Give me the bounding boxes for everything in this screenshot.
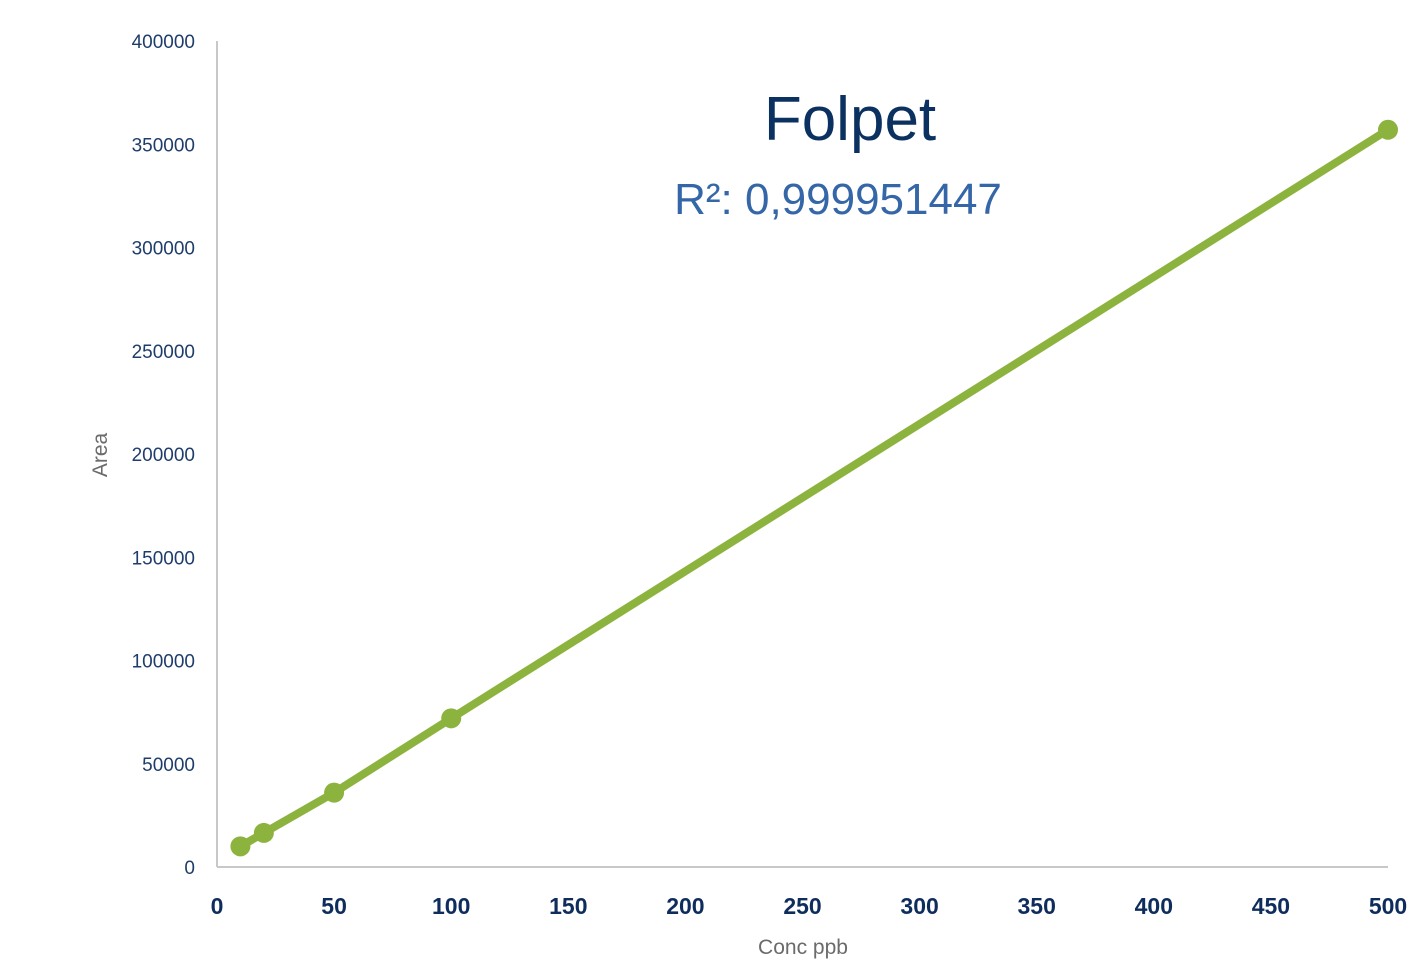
y-tick-label: 250000 xyxy=(132,342,195,363)
data-point xyxy=(324,782,345,803)
x-tick-label: 100 xyxy=(432,893,470,919)
y-tick-label: 200000 xyxy=(132,445,195,466)
data-point xyxy=(441,708,462,729)
chart-title: Folpet xyxy=(764,85,936,154)
x-tick-label: 450 xyxy=(1252,893,1290,919)
y-axis-title: Area xyxy=(89,433,112,478)
data-point xyxy=(1378,119,1398,140)
y-tick-label: 0 xyxy=(184,858,195,879)
y-tick-label: 150000 xyxy=(132,548,195,569)
x-tick-label: 50 xyxy=(321,893,347,919)
x-tick-label: 0 xyxy=(211,893,224,919)
x-tick-label: 200 xyxy=(666,893,704,919)
y-tick-label: 300000 xyxy=(132,239,195,260)
x-tick-label: 350 xyxy=(1018,893,1056,919)
series xyxy=(230,119,1398,857)
series-group xyxy=(230,119,1398,857)
x-axis-title: Conc ppb xyxy=(758,936,848,959)
x-tick-label: 300 xyxy=(900,893,938,919)
series-line xyxy=(236,125,1392,851)
y-tick-label: 400000 xyxy=(132,32,195,53)
data-point xyxy=(253,822,274,843)
axes xyxy=(216,41,1388,868)
y-tick-label: 50000 xyxy=(142,755,195,776)
chart-subtitle: R²: 0,999951447 xyxy=(674,175,1002,224)
x-tick-label: 150 xyxy=(549,893,587,919)
y-tick-label: 100000 xyxy=(132,652,195,673)
x-tick-label: 250 xyxy=(783,893,821,919)
y-tick-label: 350000 xyxy=(132,135,195,156)
y-tick-labels: 0 50000 100000 150000 200000 250000 300000 3500… xyxy=(132,32,195,879)
data-point xyxy=(230,836,251,857)
x-tick-label: 500 xyxy=(1369,893,1407,919)
x-tick-label: 400 xyxy=(1135,893,1173,919)
x-tick-labels: 0 50 100 150 200 250 300 350 400 450 500 xyxy=(211,893,1408,919)
